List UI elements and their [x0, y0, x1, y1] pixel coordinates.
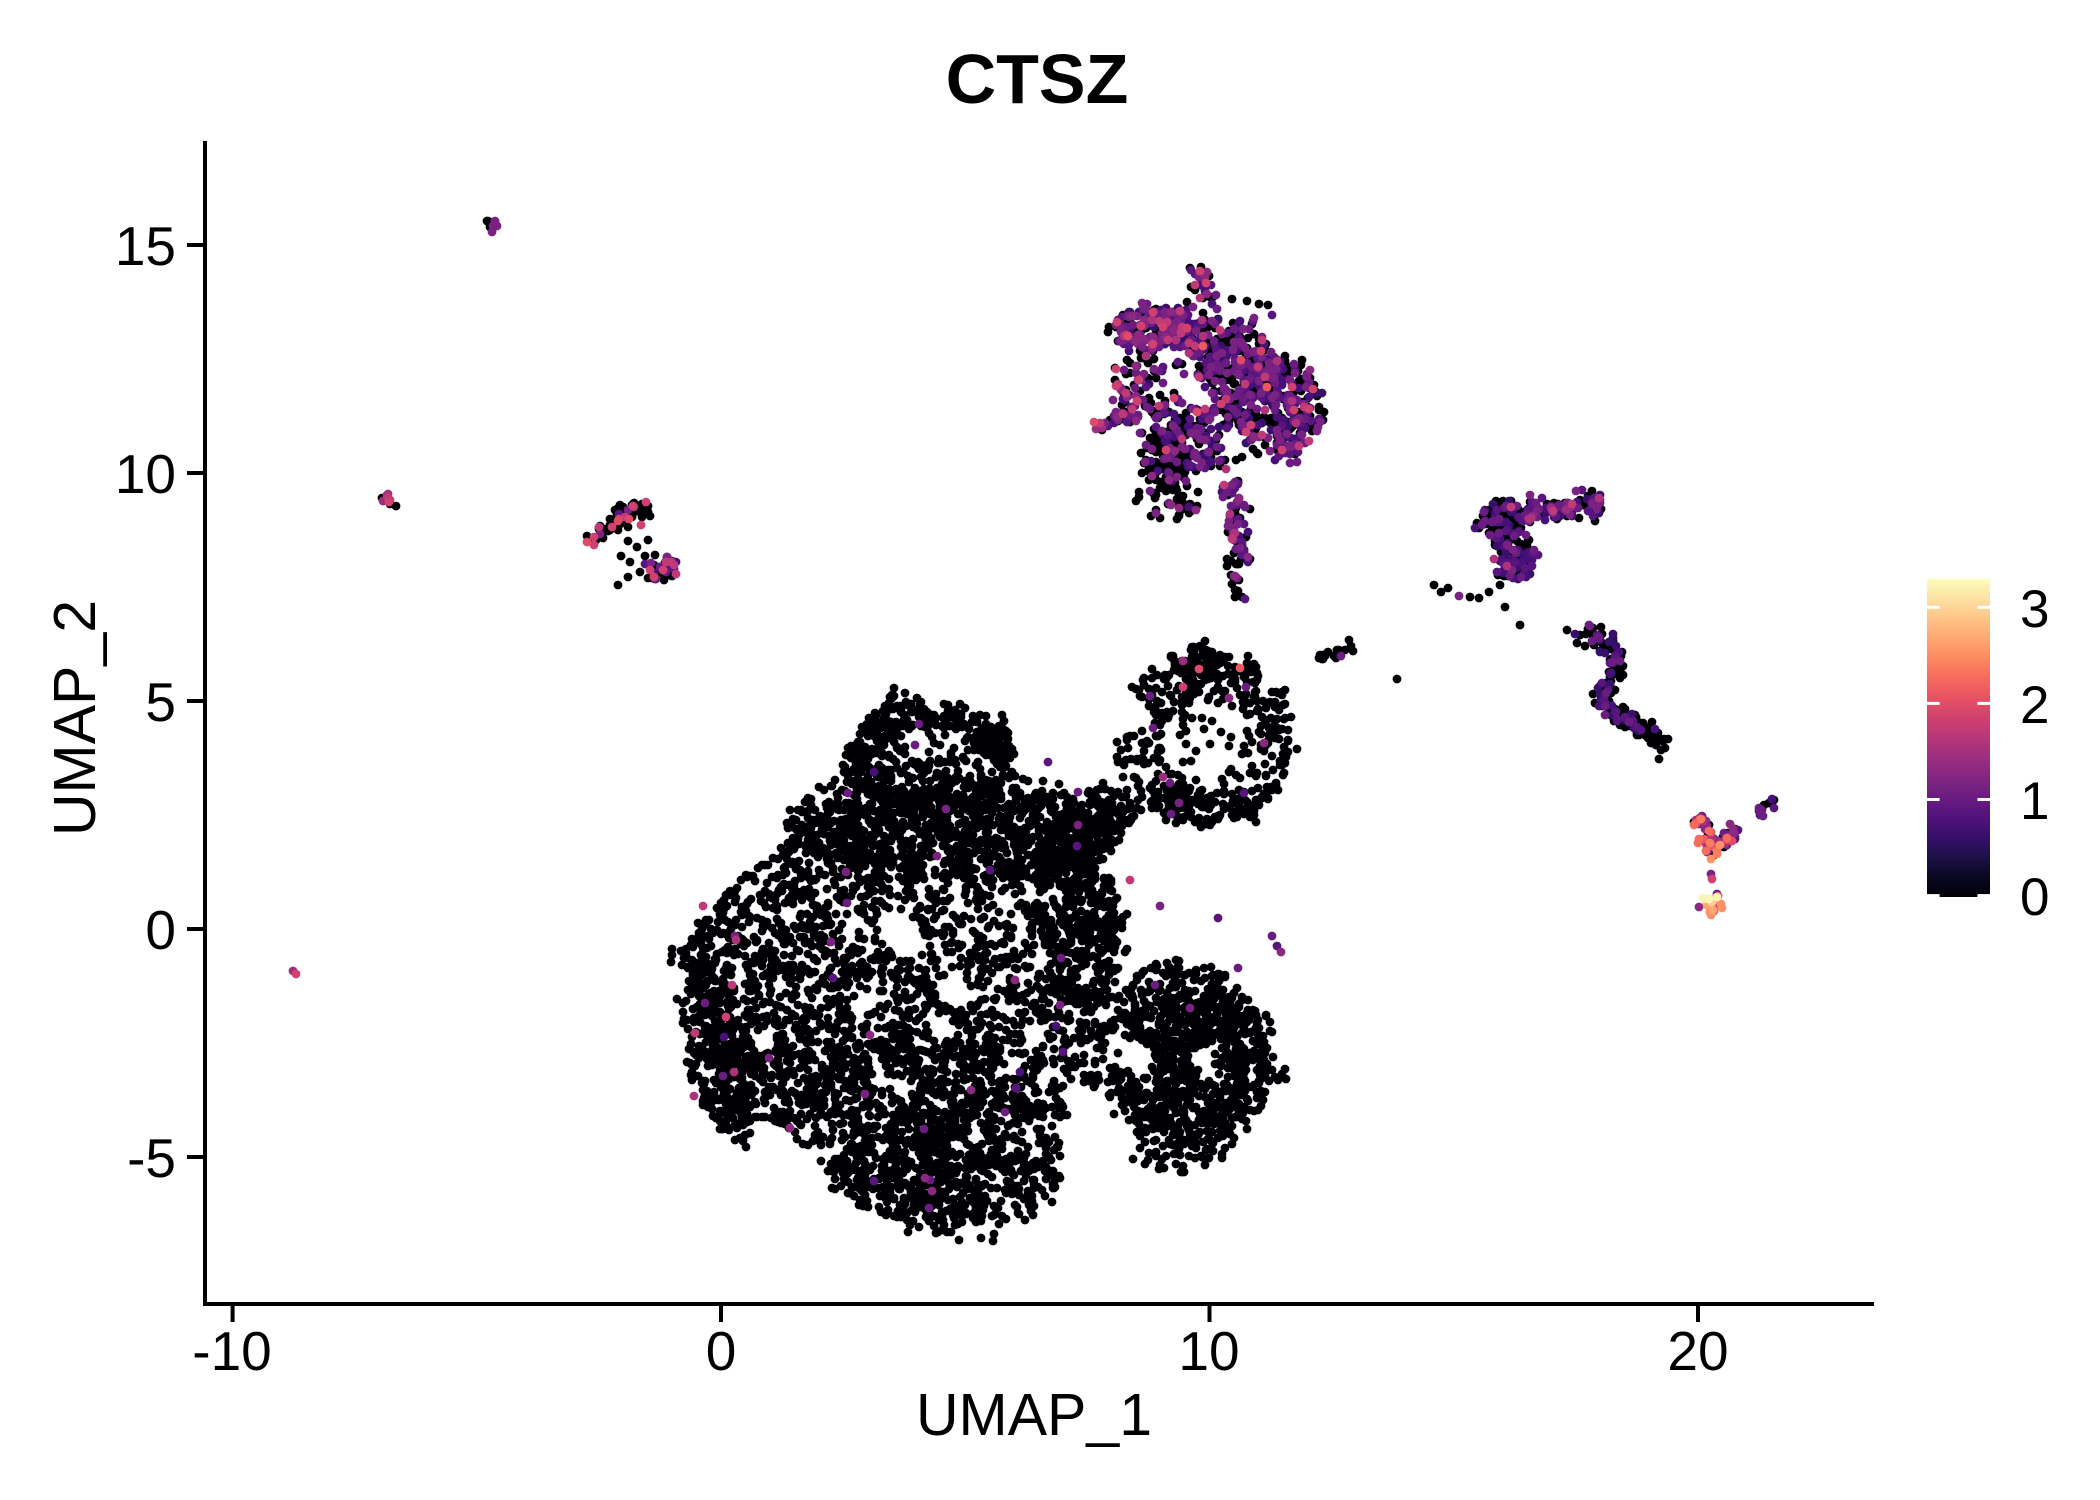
svg-text:CTSZ: CTSZ: [946, 40, 1129, 118]
svg-text:15: 15: [115, 215, 176, 277]
svg-text:-5: -5: [127, 1127, 176, 1189]
svg-text:UMAP_2: UMAP_2: [42, 600, 108, 836]
svg-text:2: 2: [2020, 676, 2049, 735]
svg-text:0: 0: [706, 1320, 737, 1382]
svg-text:1: 1: [2020, 772, 2049, 831]
svg-text:20: 20: [1667, 1320, 1728, 1382]
svg-text:10: 10: [115, 443, 176, 505]
svg-text:5: 5: [145, 671, 176, 733]
svg-text:0: 0: [145, 899, 176, 961]
svg-text:10: 10: [1178, 1320, 1239, 1382]
svg-text:0: 0: [2020, 868, 2049, 927]
svg-text:-10: -10: [192, 1320, 272, 1382]
svg-text:3: 3: [2020, 580, 2049, 639]
svg-text:UMAP_1: UMAP_1: [916, 1382, 1152, 1448]
